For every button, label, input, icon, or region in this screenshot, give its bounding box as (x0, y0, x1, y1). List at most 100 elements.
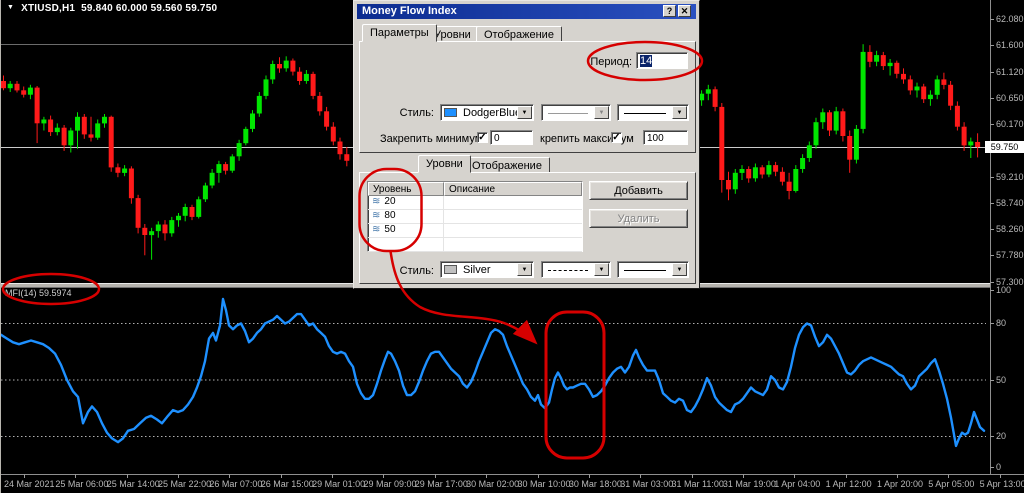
maximum-input[interactable]: 100 (643, 130, 688, 145)
time-axis-tick (691, 474, 693, 478)
check-icon: ✓ (478, 132, 487, 143)
level-row-empty[interactable] (368, 238, 582, 252)
price-tick-label: 57.780 (996, 250, 1024, 260)
level-wave-icon: ≋ (372, 224, 381, 235)
time-axis-tick (75, 474, 77, 478)
time-tick-label: 1 Apr 12:00 (825, 479, 872, 489)
level-row[interactable]: ≋ 20 (368, 196, 582, 210)
price-tick-label: 58.260 (996, 224, 1024, 234)
color-select[interactable]: DodgerBlue ▼ (440, 104, 534, 121)
fix-maximum-label: крепить максимум (540, 133, 634, 145)
chevron-down-icon[interactable]: ▼ (594, 263, 609, 276)
levels-line-style-select[interactable]: ▼ (541, 261, 611, 278)
axis-tick (990, 467, 994, 468)
line-style-preview (548, 113, 588, 114)
money-flow-index-dialog[interactable]: Money Flow Index ? ✕ Параметры Уровни От… (353, 0, 700, 289)
chevron-down-icon[interactable]: ▼ (672, 263, 687, 276)
chevron-down-icon[interactable]: ▼ (672, 106, 687, 119)
add-button[interactable]: Добавить (589, 181, 688, 200)
mfi-tick-label: 20 (996, 431, 1007, 441)
column-header-description[interactable]: Описание (444, 182, 582, 196)
period-value: 14 (640, 55, 653, 67)
symbol-dropdown-icon[interactable]: ▼ (7, 4, 15, 11)
axis-tick (990, 436, 994, 437)
fix-minimum-checkbox[interactable]: ✓ (477, 132, 488, 143)
check-icon: ✓ (612, 132, 621, 143)
level-row[interactable]: ≋ 50 (368, 224, 582, 238)
help-icon[interactable]: ? (663, 5, 676, 17)
level-row[interactable]: ≋ 80 (368, 210, 582, 224)
axis-tick (990, 255, 994, 256)
line-width-select[interactable]: ▼ (617, 104, 689, 121)
levels-style-label: Стиль: (399, 265, 434, 277)
fix-maximum-checkbox[interactable]: ✓ (611, 132, 622, 143)
time-axis-tick (640, 474, 642, 478)
levels-color-name: Silver (463, 264, 491, 276)
chevron-down-icon[interactable]: ▼ (517, 106, 532, 119)
dialog-titlebar[interactable]: Money Flow Index ? ✕ (357, 4, 696, 19)
time-axis-tick (24, 474, 25, 478)
price-tick-label: 60.170 (996, 119, 1024, 129)
level-value: 80 (384, 210, 396, 221)
delete-button[interactable]: Удалить (589, 209, 688, 228)
tab-parameters[interactable]: Параметры (362, 24, 437, 42)
chevron-down-icon[interactable]: ▼ (517, 263, 532, 276)
levels-color-select[interactable]: Silver ▼ (440, 261, 534, 278)
level-value: 20 (384, 196, 396, 207)
time-axis-tick (588, 474, 590, 478)
mfi-tick-label: 100 (996, 285, 1012, 295)
line-style-select: ▼ (541, 104, 611, 121)
price-tick-label: 62.080 (996, 14, 1024, 24)
period-label: Период: (590, 56, 632, 68)
line-width-preview (624, 270, 666, 271)
tab-display-2[interactable]: Отображение (464, 157, 550, 173)
line-width-preview (624, 113, 666, 114)
time-tick-label: 25 Mar 22:00 (158, 479, 212, 489)
time-tick-label: 5 Apr 05:00 (928, 479, 975, 489)
color-swatch-silver (444, 265, 457, 274)
levels-table[interactable]: Уровень Описание ≋ 20 ≋ 80 ≋ 50 (367, 181, 583, 252)
axis-tick (990, 19, 994, 20)
time-axis-tick (896, 474, 898, 478)
axis-tick (990, 380, 994, 381)
style-label: Стиль: (399, 107, 434, 119)
levels-line-width-select[interactable]: ▼ (617, 261, 689, 278)
mfi-tick-label: 80 (996, 318, 1007, 328)
time-tick-label: 30 Mar 18:00 (568, 479, 622, 489)
column-header-level[interactable]: Уровень (368, 182, 444, 196)
tab-display[interactable]: Отображение (476, 26, 562, 42)
mfi-tick-label: 50 (996, 375, 1007, 385)
candlesticks (1, 44, 981, 260)
time-tick-label: 26 Mar 07:00 (209, 479, 263, 489)
time-tick-label: 1 Apr 04:00 (774, 479, 821, 489)
period-input[interactable]: 14 (636, 52, 688, 69)
axis-tick (990, 203, 994, 204)
time-axis-tick (332, 474, 334, 478)
minimum-input[interactable]: 0 (490, 130, 533, 145)
color-name: DodgerBlue (463, 107, 522, 119)
time-tick-label: 25 Mar 06:00 (55, 479, 109, 489)
time-axis-tick (229, 474, 231, 478)
dialog-title: Money Flow Index (362, 5, 457, 17)
time-axis-tick (537, 474, 539, 478)
axis-tick (990, 323, 994, 324)
time-tick-label: 31 Mar 19:00 (722, 479, 776, 489)
time-tick-label: 1 Apr 20:00 (876, 479, 923, 489)
dashed-line-preview (548, 270, 588, 271)
tab-levels-active[interactable]: Уровни (418, 155, 471, 173)
time-axis-tick (999, 474, 1001, 478)
mfi-line (1, 297, 986, 448)
right-axis-line (990, 0, 991, 474)
level-value: 50 (384, 224, 396, 235)
price-tick-label: 61.600 (996, 40, 1024, 50)
time-axis-tick (948, 474, 950, 478)
axis-tick (990, 72, 994, 73)
time-tick-label: 30 Mar 10:00 (517, 479, 571, 489)
chart-symbol-header[interactable]: ▼ XTIUSD,H1 59.840 60.000 59.560 59.750 (7, 3, 217, 14)
price-tick-label: 57.300 (996, 277, 1024, 287)
time-tick-label: 30 Mar 02:00 (466, 479, 520, 489)
time-axis-tick (178, 474, 180, 478)
price-tick-label: 60.650 (996, 93, 1024, 103)
close-icon[interactable]: ✕ (678, 5, 691, 17)
